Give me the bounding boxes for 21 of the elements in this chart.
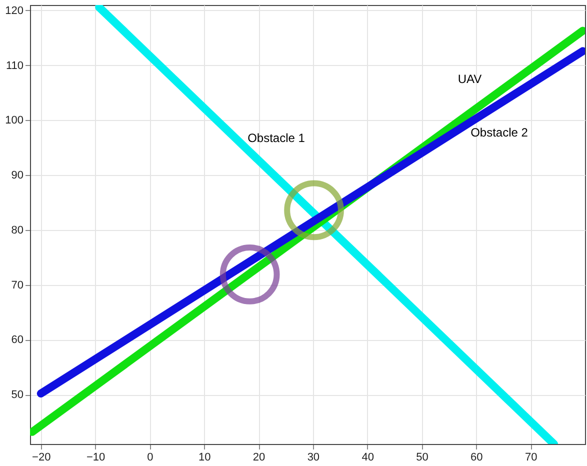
y-tick-label: 110 bbox=[6, 60, 24, 72]
y-tick-label: 60 bbox=[11, 334, 24, 346]
x-tick-label: 20 bbox=[252, 452, 266, 464]
y-tick-label: 100 bbox=[5, 114, 24, 127]
series-label: Obstacle 1 bbox=[248, 131, 306, 146]
x-tick-label: 70 bbox=[524, 452, 538, 464]
x-tick-label: −10 bbox=[86, 452, 106, 464]
series-label: Obstacle 2 bbox=[470, 126, 528, 140]
x-tick-label: 50 bbox=[416, 452, 428, 464]
x-tick-label: 30 bbox=[307, 452, 320, 464]
y-tick-label: 120 bbox=[5, 4, 24, 17]
x-tick-label: 0 bbox=[147, 452, 154, 464]
x-tick-label: 60 bbox=[470, 452, 483, 464]
x-tick-label: 40 bbox=[362, 452, 374, 464]
y-tick-label: 50 bbox=[11, 389, 24, 402]
y-tick-label: 90 bbox=[11, 170, 24, 182]
x-tick-label: 10 bbox=[198, 452, 211, 464]
y-tick-label: 70 bbox=[11, 279, 24, 292]
x-tick-label: −20 bbox=[32, 452, 51, 464]
series-label: UAV bbox=[458, 72, 482, 86]
y-tick-label: 80 bbox=[11, 224, 24, 236]
